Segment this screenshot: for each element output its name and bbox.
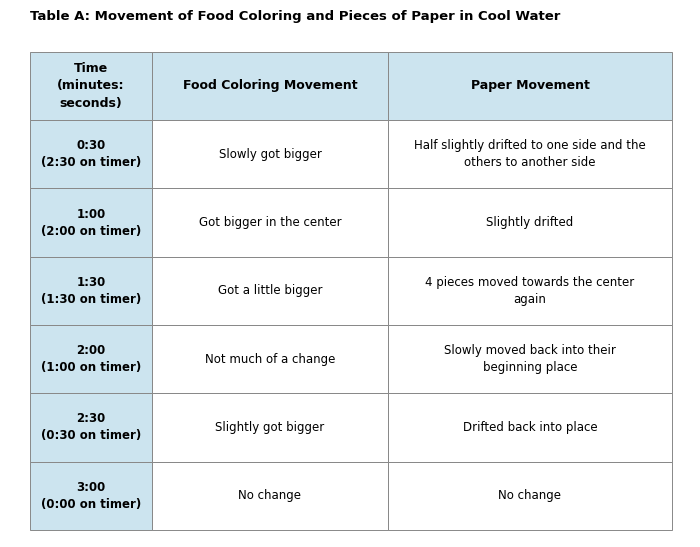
Bar <box>30 52 152 120</box>
Bar <box>388 52 672 120</box>
Text: Slowly got bigger: Slowly got bigger <box>218 148 321 161</box>
Bar <box>152 325 388 393</box>
Text: 3:00
(0:00 on timer): 3:00 (0:00 on timer) <box>41 481 141 511</box>
Bar <box>152 52 388 120</box>
Text: No change: No change <box>498 490 561 502</box>
Text: Time
(minutes:
seconds): Time (minutes: seconds) <box>57 62 125 109</box>
Bar <box>388 393 672 462</box>
Text: 0:30
(2:30 on timer): 0:30 (2:30 on timer) <box>41 139 141 169</box>
Text: Paper Movement: Paper Movement <box>470 79 589 92</box>
Text: 2:00
(1:00 on timer): 2:00 (1:00 on timer) <box>41 344 141 374</box>
Text: Got bigger in the center: Got bigger in the center <box>199 216 342 229</box>
Bar <box>388 325 672 393</box>
Text: Slightly got bigger: Slightly got bigger <box>216 421 325 434</box>
Text: Slightly drifted: Slightly drifted <box>486 216 573 229</box>
Bar <box>152 257 388 325</box>
Bar <box>30 462 152 530</box>
Bar <box>388 120 672 188</box>
Text: Table A: Movement of Food Coloring and Pieces of Paper in Cool Water: Table A: Movement of Food Coloring and P… <box>30 10 561 23</box>
Bar <box>30 325 152 393</box>
Text: Half slightly drifted to one side and the
others to another side: Half slightly drifted to one side and th… <box>414 139 646 169</box>
Bar <box>30 188 152 257</box>
Bar <box>388 462 672 530</box>
Bar <box>152 120 388 188</box>
Text: 2:30
(0:30 on timer): 2:30 (0:30 on timer) <box>41 412 141 443</box>
Text: Slowly moved back into their
beginning place: Slowly moved back into their beginning p… <box>444 344 616 374</box>
Bar <box>152 188 388 257</box>
Text: Not much of a change: Not much of a change <box>205 353 335 365</box>
Bar <box>30 257 152 325</box>
Bar <box>388 257 672 325</box>
Bar <box>388 188 672 257</box>
Text: 4 pieces moved towards the center
again: 4 pieces moved towards the center again <box>426 276 635 306</box>
Text: 1:00
(2:00 on timer): 1:00 (2:00 on timer) <box>41 207 141 237</box>
Bar <box>152 393 388 462</box>
Text: Food Coloring Movement: Food Coloring Movement <box>183 79 357 92</box>
Text: Drifted back into place: Drifted back into place <box>463 421 597 434</box>
Text: Got a little bigger: Got a little bigger <box>218 284 322 298</box>
Bar <box>30 393 152 462</box>
Bar <box>30 120 152 188</box>
Text: 1:30
(1:30 on timer): 1:30 (1:30 on timer) <box>41 276 141 306</box>
Bar <box>152 462 388 530</box>
Text: No change: No change <box>239 490 302 502</box>
